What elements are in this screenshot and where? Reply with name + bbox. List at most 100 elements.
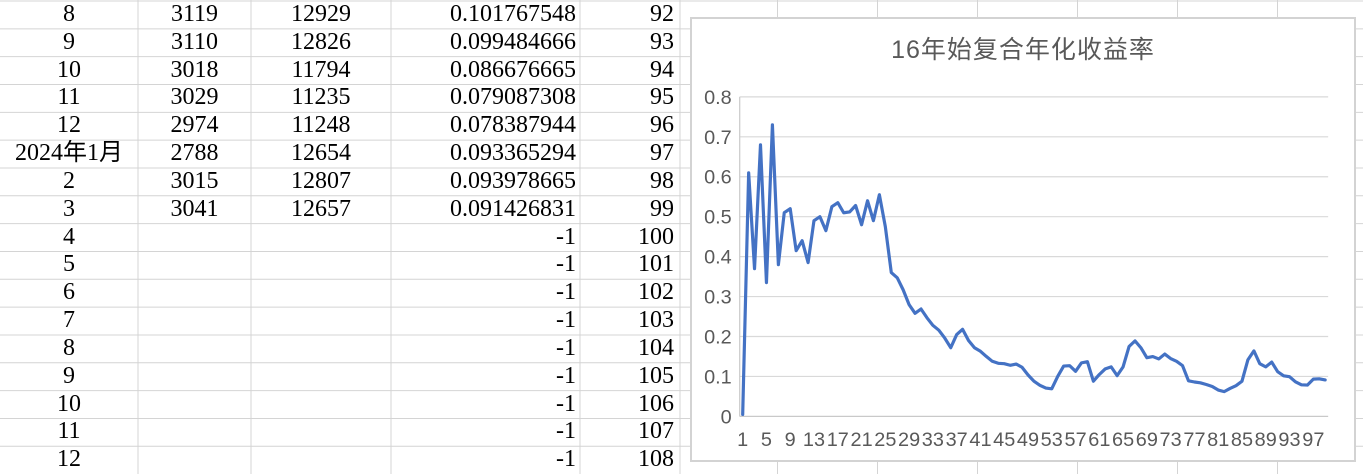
table-cell[interactable]: 12929 [291,1,351,27]
x-axis-label: 45 [993,429,1015,451]
x-axis-label: 61 [1088,429,1110,451]
table-cell[interactable]: 0.101767548 [450,1,576,27]
y-axis-label: 0.1 [704,366,732,388]
table-cell[interactable]: 0.093365294 [450,140,576,167]
table-cell[interactable]: 12657 [291,195,351,222]
table-cell[interactable]: 0.091426831 [450,195,576,222]
table-cell[interactable]: 11 [57,418,81,445]
table-cell[interactable]: 12807 [291,167,351,194]
chart[interactable]: 16年始复合年化收益率 0 0.1 0.2 0.3 0.4 0.5 0.6 0.7 0.8 1 5 9… [690,17,1356,462]
table-cell[interactable]: 11 [57,84,81,111]
x-axis-label: 89 [1255,429,1277,451]
table-cell[interactable]: 3018 [170,56,219,83]
table-cell[interactable]: -1 [556,223,576,250]
x-axis-label: 93 [1278,429,1300,451]
x-axis-label: 53 [1041,429,1063,451]
table-cell[interactable]: 12 [57,112,81,139]
x-axis-label: 73 [1160,429,1182,451]
table-cell[interactable]: 12654 [291,140,351,167]
x-axis-label: 65 [1112,429,1134,451]
table-cell[interactable]: -1 [556,446,576,473]
table-cell[interactable]: 3029 [170,84,219,111]
table-cell[interactable]: -1 [556,362,576,389]
table-cell[interactable]: 98 [650,167,674,194]
x-axis-label: 77 [1183,429,1205,451]
table-cell[interactable]: 2788 [170,140,219,167]
table-cell[interactable]: 2974 [170,112,219,139]
table-cell[interactable]: 103 [638,307,674,334]
x-axis-label: 21 [851,429,873,451]
table-cell[interactable]: 3 [63,195,75,222]
table-cell[interactable]: -1 [556,334,576,361]
table-cell[interactable]: 5 [63,251,75,278]
y-axis-label: 0.7 [704,127,732,149]
table-cell[interactable]: 0.093978665 [450,167,576,194]
table-cell[interactable]: 11794 [291,56,351,83]
x-axis-label: 5 [761,429,772,451]
table-cell[interactable]: 12 [57,446,81,473]
y-axis-label: 0.2 [704,326,732,348]
chart-plot: 0 0.1 0.2 0.3 0.4 0.5 0.6 0.7 0.8 1 5 9 13 17 21 25 29 33… [704,87,1329,451]
table-cell[interactable]: 12826 [291,28,351,55]
table-cell[interactable]: 108 [638,446,674,473]
table-cell[interactable]: 2 [63,167,75,194]
table-cell[interactable]: 3119 [170,1,219,27]
x-axis-label: 13 [803,429,825,451]
table-cell[interactable]: 106 [638,390,674,417]
x-axis-label: 25 [874,429,896,451]
table-cell[interactable]: 93 [650,28,674,55]
table-cell[interactable]: 0.099484666 [450,28,576,55]
x-axis-label: 1 [737,429,748,451]
table-cell[interactable]: -1 [556,279,576,306]
y-axis-label: 0.8 [704,87,732,109]
table-cell[interactable]: 104 [638,334,674,361]
chart-axes [739,96,1329,417]
table-cell[interactable]: 105 [638,362,674,389]
table-cell[interactable]: -1 [556,307,576,334]
table-cell[interactable]: 3041 [170,195,219,222]
table-cell[interactable]: 0.079087308 [450,84,576,111]
x-axis-label: 57 [1065,429,1087,451]
x-axis-label: 81 [1207,429,1229,451]
table-cell[interactable]: 99 [650,195,674,222]
table-cell[interactable]: 10 [57,390,81,417]
table-cell[interactable]: 9 [63,362,75,389]
table-cell[interactable]: 11248 [291,112,351,139]
x-axis-label: 41 [969,429,991,451]
table-cell[interactable]: 9 [63,28,75,55]
table-cell[interactable]: 0.086676665 [450,56,576,83]
y-axis-label: 0.6 [704,167,732,189]
table-cell[interactable]: -1 [556,418,576,445]
table-cell[interactable]: 11235 [291,84,351,111]
table-cell[interactable]: 95 [650,84,674,111]
table-cell[interactable]: 100 [638,223,674,250]
table-cell[interactable]: 96 [650,112,674,139]
table-cell[interactable]: 3110 [170,28,219,55]
y-axis-label: 0.4 [704,247,732,269]
table-cell[interactable]: 3015 [170,167,219,194]
table-cell[interactable]: 92 [650,1,674,27]
x-axis-label: 69 [1136,429,1158,451]
x-axis-label: 17 [827,429,849,451]
table-cell[interactable]: -1 [556,390,576,417]
x-axis-label: 49 [1017,429,1039,451]
table-cell[interactable]: 0.078387944 [450,112,576,139]
y-axis-label: 0 [721,406,732,428]
table-cell[interactable]: 4 [63,223,75,250]
y-axis-label: 0.5 [704,207,732,229]
table-cell[interactable]: 8 [63,334,75,361]
table-cell[interactable]: 10 [57,56,81,83]
table-cell[interactable]: -1 [556,251,576,278]
table-cell[interactable]: 107 [638,418,674,445]
table-cell[interactable]: 2024年1月 [15,140,123,167]
table-cell[interactable]: 102 [638,279,674,306]
table-cell[interactable]: 101 [638,251,674,278]
x-axis-labels: 1 5 9 13 17 21 25 29 33 37 41 45 49 53 57 61 65 69 73 77 81 8… [737,429,1324,451]
y-axis-labels: 0 0.1 0.2 0.3 0.4 0.5 0.6 0.7 0.8 [704,87,732,428]
x-axis-label: 29 [898,429,920,451]
table-cell[interactable]: 6 [63,279,75,306]
table-cell[interactable]: 97 [650,140,674,167]
table-cell[interactable]: 94 [650,56,674,83]
table-cell[interactable]: 8 [63,1,75,27]
table-cell[interactable]: 7 [63,307,75,334]
